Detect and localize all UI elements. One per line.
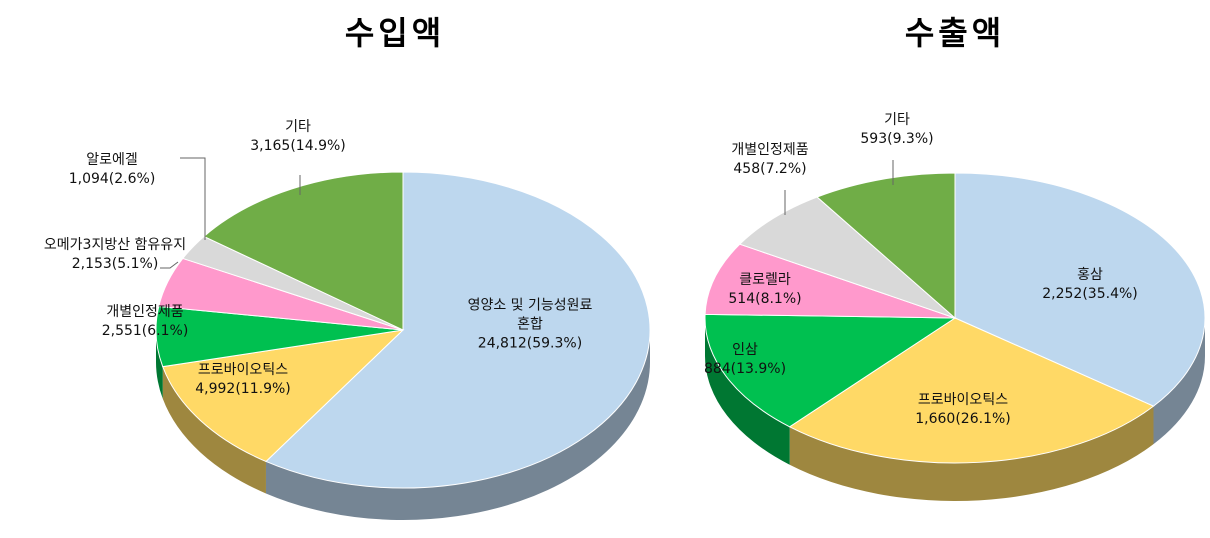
slice-label: 개별인정제품 2,551(6.1%) xyxy=(102,303,189,341)
slice-side xyxy=(156,330,163,399)
slice-label: 인삼 884(13.9%) xyxy=(704,341,786,379)
pies xyxy=(155,171,1206,521)
leader-line xyxy=(160,261,179,269)
value-label: 2,551(6.1%) xyxy=(101,323,189,339)
slice-label: 프로바이오틱스 4,992(11.9%) xyxy=(195,361,290,399)
chart-title: 수입액 xyxy=(344,14,446,52)
slice-label: 홍삼 2,252(35.4%) xyxy=(1042,266,1137,304)
value-label: 4,992(11.9%) xyxy=(195,381,291,397)
slice-side xyxy=(1153,318,1205,445)
value-label: 884(13.9%) xyxy=(703,361,787,377)
slice xyxy=(738,196,956,319)
category-label: 인삼 xyxy=(732,342,758,358)
slice xyxy=(704,313,957,428)
slice xyxy=(704,243,956,319)
category-label: 기타 xyxy=(884,112,910,128)
value-label: 593(9.3%) xyxy=(860,131,934,147)
slice xyxy=(816,172,956,320)
value-label: 514(8.1%) xyxy=(728,291,802,307)
slice-label: 알로에겔 1,094(2.6%) xyxy=(69,151,156,189)
category-label: 프로바이오틱스 xyxy=(197,362,289,378)
slice-label: 프로바이오틱스 1,660(26.1%) xyxy=(915,391,1010,429)
slice xyxy=(788,317,1155,464)
slice-label: 영양소 및 기능성원료 혼합 24,812(59.3%) xyxy=(468,297,593,354)
slice-side xyxy=(162,366,266,494)
slice-label: 오메가3지방산 함유유지 2,153(5.1%) xyxy=(44,236,186,274)
category-label: 클로렐라 xyxy=(739,272,791,288)
category-label: 개별인정제품 xyxy=(731,142,809,158)
category-label: 개별인정제품 xyxy=(106,304,184,320)
slice-side xyxy=(789,406,1154,501)
value-label: 24,812(59.3%) xyxy=(477,335,583,352)
value-label: 1,660(26.1%) xyxy=(915,411,1011,427)
value-label: 458(7.2%) xyxy=(733,161,807,177)
slice xyxy=(162,329,405,463)
category-label: 알로에겔 xyxy=(86,152,138,168)
slice xyxy=(203,171,404,331)
category-label: 프로바이오틱스 xyxy=(917,392,1009,408)
leader-line xyxy=(180,157,206,240)
slice xyxy=(954,172,1206,407)
category-label: 기타 xyxy=(285,119,311,135)
slice-side xyxy=(705,318,790,465)
leader-lines xyxy=(160,157,894,269)
slice-label: 클로렐라 514(8.1%) xyxy=(728,271,801,309)
category-label: 영양소 및 기능성원료 혼합 xyxy=(467,297,593,333)
slice-label: 개별인정제품 458(7.2%) xyxy=(731,141,808,179)
chart-title: 수출액 xyxy=(904,14,1006,52)
slice-side xyxy=(265,330,650,521)
slice-label: 기타 593(9.3%) xyxy=(860,111,933,149)
category-label: 오메가3지방산 함유유지 xyxy=(43,237,187,253)
value-label: 2,252(35.4%) xyxy=(1042,286,1138,302)
value-label: 2,153(5.1%) xyxy=(71,256,159,272)
value-label: 1,094(2.6%) xyxy=(68,171,156,187)
slice-label: 기타 3,165(14.9%) xyxy=(250,118,345,156)
slice xyxy=(265,171,651,489)
value-label: 3,165(14.9%) xyxy=(250,138,346,154)
category-label: 홍삼 xyxy=(1077,267,1103,283)
